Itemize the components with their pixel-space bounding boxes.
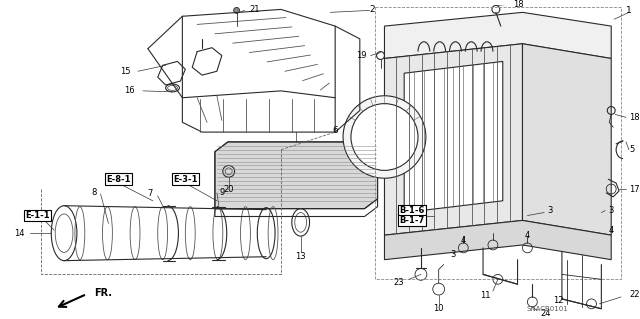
Text: 15: 15 [120,67,130,76]
Text: 24: 24 [540,309,551,318]
Text: 22: 22 [629,290,639,299]
Circle shape [351,104,418,170]
Text: 9: 9 [219,189,225,197]
Text: 1: 1 [626,6,632,15]
Text: 7: 7 [147,189,153,198]
Text: FR.: FR. [93,288,111,298]
Text: 18: 18 [629,113,639,122]
Text: 4: 4 [608,226,614,235]
Text: 11: 11 [481,291,491,300]
Polygon shape [385,44,522,235]
Text: 4: 4 [525,231,530,240]
Polygon shape [404,62,503,212]
Text: E-1-1: E-1-1 [25,211,50,220]
Text: 6: 6 [332,126,338,135]
Text: B-1-6: B-1-6 [399,206,425,215]
Text: E-8-1: E-8-1 [106,175,131,184]
Text: 21: 21 [250,5,260,14]
Text: 3: 3 [608,206,614,215]
Text: 8: 8 [92,189,97,197]
Text: 16: 16 [124,86,135,95]
Text: 17: 17 [629,184,639,194]
Circle shape [343,96,426,178]
Polygon shape [522,44,611,235]
Text: 5: 5 [629,145,634,154]
Text: B-1-7: B-1-7 [399,216,425,225]
FancyArrowPatch shape [59,295,84,307]
Text: 19: 19 [356,51,367,60]
Polygon shape [215,142,378,209]
Text: 3: 3 [451,250,456,259]
Text: 18: 18 [513,0,524,9]
Text: SNACB0101: SNACB0101 [526,306,568,312]
Text: 20: 20 [223,185,234,195]
Text: 14: 14 [14,229,25,238]
Text: 3: 3 [547,206,552,215]
Text: E-3-1: E-3-1 [173,175,198,184]
Circle shape [234,7,239,13]
Text: 2: 2 [370,5,376,14]
Text: 10: 10 [433,304,444,313]
Polygon shape [385,12,611,58]
Text: 13: 13 [296,252,306,261]
Polygon shape [385,220,611,260]
Text: 4: 4 [461,235,466,245]
Text: 12: 12 [554,296,564,305]
Text: 23: 23 [394,278,404,287]
